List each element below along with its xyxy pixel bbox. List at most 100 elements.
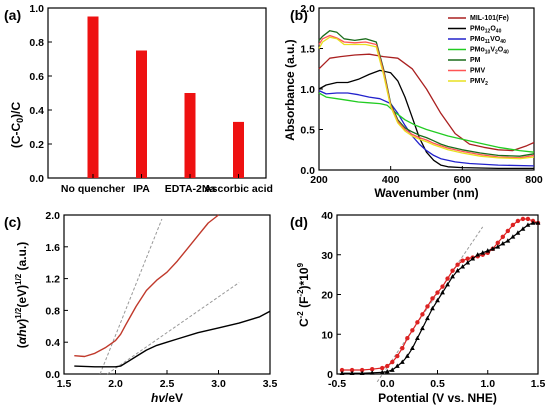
data-point [510, 234, 516, 239]
data-point [440, 289, 445, 295]
legend-entry: PMV2 [470, 78, 488, 87]
data-point [415, 335, 420, 341]
x-axis-label: hv/eV [151, 391, 183, 405]
x-tick-label: 600 [454, 174, 472, 186]
plot-frame [63, 214, 271, 375]
series-line-0 [74, 214, 219, 358]
data-point [405, 336, 410, 341]
x-tick-label: 1.0 [480, 378, 495, 390]
series-line-5 [318, 34, 535, 159]
data-point [339, 367, 345, 373]
data-point [359, 367, 365, 373]
panel-label: (d) [290, 214, 308, 230]
data-point [450, 268, 455, 273]
legend-entry: PMo11VO40 [470, 36, 506, 45]
x-tick-label: 1.5 [531, 378, 546, 390]
y-tick-label: 1.2 [45, 274, 60, 286]
x-tick-label: 0.0 [380, 378, 395, 390]
data-point [400, 345, 405, 351]
data-point [440, 284, 445, 289]
fit-line-1 [107, 282, 240, 375]
fit-line-0 [376, 226, 484, 383]
data-point [379, 369, 385, 375]
panel-c: 1.5 2.0 2.5 3.0 3.5 0.0 0.4 0.8 1.2 1.6 2.0 (c) hv/e… [4, 210, 277, 405]
x-tick-label: 200 [310, 174, 328, 186]
series-line-1 [342, 222, 538, 374]
series-line-1 [74, 310, 271, 368]
series-line-4 [318, 30, 535, 157]
data-point [420, 325, 425, 331]
data-point [505, 228, 511, 234]
data-point [470, 256, 476, 261]
data-point [495, 240, 500, 246]
y-tick-label: 0.2 [29, 139, 44, 151]
y-axis-label: (C-C0)/C [9, 101, 25, 148]
data-point [500, 241, 506, 246]
data-point [450, 274, 455, 279]
data-point [410, 328, 415, 333]
data-point [369, 367, 375, 372]
y-tick-label: 0.6 [29, 71, 44, 83]
plot-frame [47, 7, 267, 179]
y-tick-label: 0.0 [45, 369, 60, 381]
y-tick-label: 30 [321, 250, 333, 262]
y-tick-label: 20 [321, 290, 333, 302]
data-point [515, 230, 521, 235]
y-axis-label: C-2 (F-2)*109 [296, 262, 311, 327]
y-axis-label: Absorbance (a.u.) [283, 39, 297, 140]
data-point [460, 264, 466, 269]
y-axis-label: (αhv)1/2(eV)1/2 (a.u.) [14, 242, 29, 348]
data-point [430, 305, 435, 311]
data-point [389, 367, 395, 372]
series-line-6 [318, 36, 535, 160]
data-point [390, 359, 395, 365]
data-point [409, 345, 415, 350]
data-point [359, 370, 365, 376]
data-point [435, 290, 440, 295]
panel-d: -0.5 0.0 0.5 1.0 1.5 0 10 20 30 40 (d) Potential (V… [290, 210, 545, 405]
y-tick-label: 1.5 [300, 44, 315, 56]
series-line-3 [318, 92, 535, 153]
x-category-label: EDTA-2Na [165, 183, 216, 195]
data-point [460, 258, 465, 263]
x-tick-label: 400 [382, 174, 400, 186]
y-tick-label: 0 [327, 369, 333, 381]
data-point [369, 370, 375, 375]
data-point [445, 281, 450, 287]
x-tick-label: 2.0 [108, 378, 123, 390]
data-point [520, 216, 526, 222]
legend-entry: PMo12O40 [470, 26, 502, 35]
y-tick-label: 0.5 [300, 125, 315, 137]
panel-label: (b) [290, 7, 308, 23]
data-point [490, 246, 496, 251]
x-category-label: IPA [133, 183, 150, 195]
x-category-label: Ascorbic acid [204, 183, 273, 195]
data-point [425, 315, 430, 321]
data-point [535, 220, 541, 225]
bar-ipa [136, 50, 147, 178]
data-point [455, 262, 460, 267]
y-tick-label: 1.0 [300, 84, 315, 96]
data-point [510, 222, 516, 228]
bar-edta-2na [184, 93, 196, 178]
x-tick-label: 3.0 [211, 378, 226, 390]
data-point [349, 370, 355, 376]
data-point [415, 320, 420, 325]
data-point [525, 222, 531, 227]
x-axis-label: Potential (V vs. NHE) [378, 391, 497, 405]
x-tick-label: 0.5 [430, 378, 445, 390]
y-tick-label: 0.8 [45, 305, 60, 317]
data-point [399, 359, 405, 364]
bar-ascorbic-acid [233, 121, 244, 178]
x-tick-label: 2.5 [160, 378, 175, 390]
data-point [520, 226, 526, 231]
data-point [425, 304, 430, 309]
panel-label: (a) [4, 7, 21, 23]
data-point [525, 216, 531, 222]
data-point [495, 244, 501, 249]
data-point [485, 248, 491, 253]
data-point [455, 268, 460, 273]
y-tick-label: 1.0 [29, 3, 44, 15]
series-line-0 [318, 53, 535, 152]
